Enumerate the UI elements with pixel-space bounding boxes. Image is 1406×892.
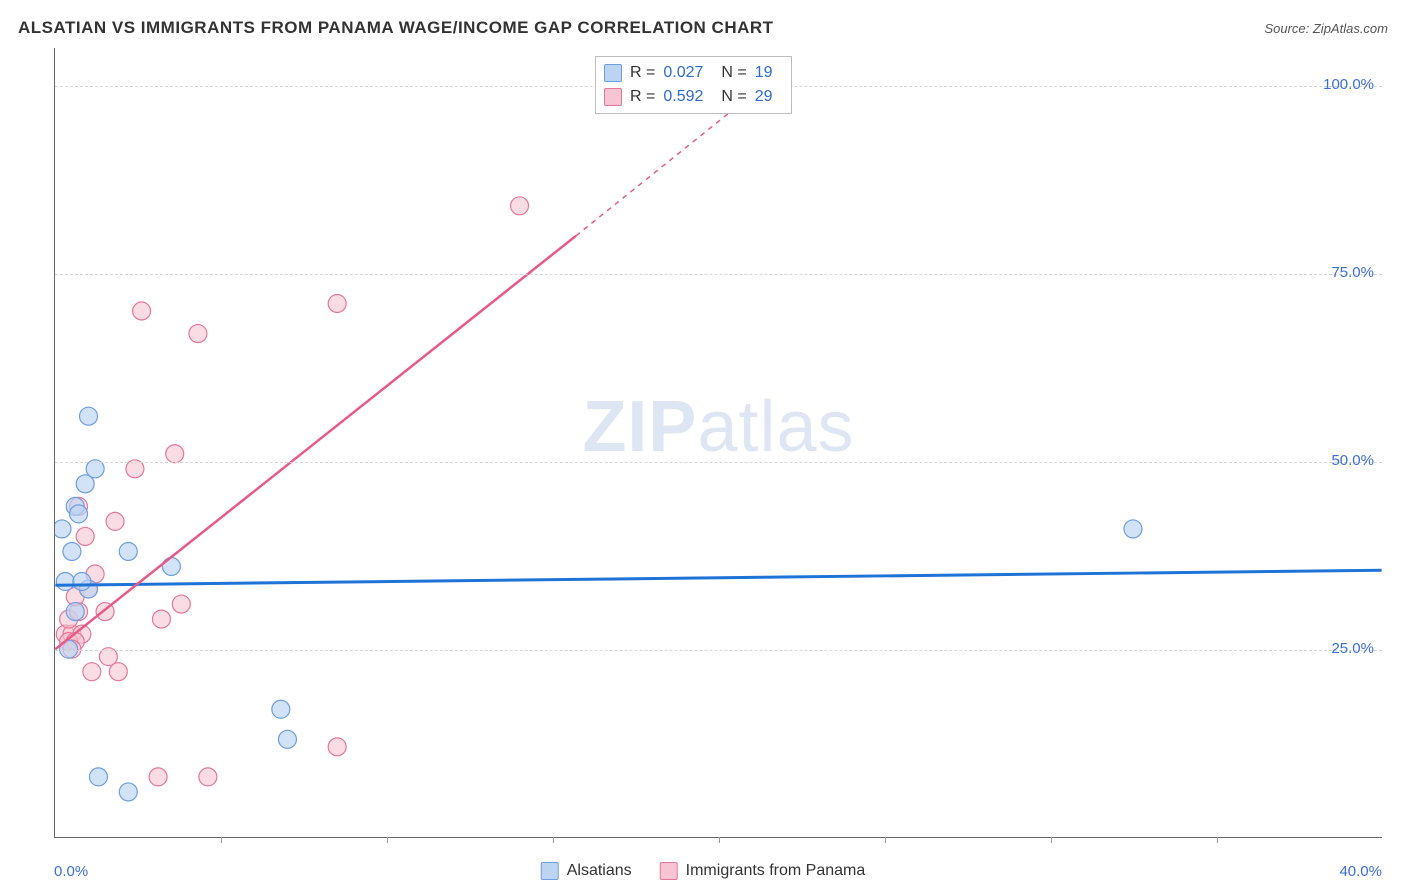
x-tick-mark	[553, 837, 554, 843]
x-tick-label: 0.0%	[54, 863, 88, 880]
y-tick-label: 25.0%	[1331, 640, 1374, 657]
x-tick-mark	[1051, 837, 1052, 843]
y-tick-label: 75.0%	[1331, 264, 1374, 281]
stats-box: R = 0.027 N = 19 R = 0.592 N = 29	[595, 56, 792, 114]
source-prefix: Source:	[1264, 21, 1312, 36]
swatch-alsatians	[604, 64, 622, 82]
scatter-point	[172, 595, 190, 613]
stats-row-panama: R = 0.592 N = 29	[604, 85, 783, 109]
scatter-point	[189, 325, 207, 343]
y-tick-label: 100.0%	[1323, 76, 1374, 93]
gridline	[55, 462, 1382, 463]
scatter-point	[109, 663, 127, 681]
scatter-svg	[55, 48, 1382, 837]
scatter-point	[83, 663, 101, 681]
scatter-point	[119, 542, 137, 560]
x-tick-mark	[719, 837, 720, 843]
legend-swatch	[660, 862, 678, 880]
scatter-point	[166, 445, 184, 463]
legend-label: Immigrants from Panama	[686, 862, 866, 880]
scatter-point	[133, 302, 151, 320]
legend-swatch	[541, 862, 559, 880]
scatter-point	[63, 542, 81, 560]
scatter-point	[55, 520, 71, 538]
stat-n-label: N =	[721, 61, 746, 85]
legend-item-alsatians: Alsatians	[541, 862, 632, 880]
stat-r-value: 0.027	[663, 61, 713, 85]
chart-source: Source: ZipAtlas.com	[1264, 21, 1388, 36]
scatter-point	[56, 573, 74, 591]
scatter-point	[511, 197, 529, 215]
chart-title: ALSATIAN VS IMMIGRANTS FROM PANAMA WAGE/…	[18, 18, 774, 38]
stat-r-label: R =	[630, 85, 655, 109]
x-tick-label: 40.0%	[1339, 863, 1382, 880]
scatter-point	[152, 610, 170, 628]
stat-r-label: R =	[630, 61, 655, 85]
legend-label: Alsatians	[567, 862, 632, 880]
scatter-point	[278, 730, 296, 748]
scatter-point	[73, 573, 91, 591]
scatter-point	[119, 783, 137, 801]
scatter-point	[80, 407, 98, 425]
scatter-point	[89, 768, 107, 786]
scatter-point	[66, 603, 84, 621]
source-name: ZipAtlas.com	[1313, 21, 1388, 36]
chart-plot-area: ZIPatlas 25.0%50.0%75.0%100.0%R =0.027N …	[54, 48, 1382, 838]
legend-item-panama: Immigrants from Panama	[660, 862, 866, 880]
scatter-point	[106, 512, 124, 530]
scatter-point	[162, 557, 180, 575]
stats-row-alsatians: R = 0.027 N = 19	[604, 61, 783, 85]
scatter-point	[328, 294, 346, 312]
x-tick-mark	[1217, 837, 1218, 843]
x-tick-mark	[221, 837, 222, 843]
x-tick-mark	[387, 837, 388, 843]
y-tick-label: 50.0%	[1331, 452, 1374, 469]
x-tick-mark	[885, 837, 886, 843]
scatter-point	[70, 505, 88, 523]
gridline	[55, 650, 1382, 651]
scatter-point	[328, 738, 346, 756]
trend-line	[55, 236, 576, 649]
scatter-point	[272, 700, 290, 718]
legend: Alsatians Immigrants from Panama	[541, 862, 866, 880]
chart-header: ALSATIAN VS IMMIGRANTS FROM PANAMA WAGE/…	[18, 18, 1388, 38]
trend-line	[55, 570, 1381, 585]
scatter-point	[149, 768, 167, 786]
gridline	[55, 274, 1382, 275]
swatch-panama	[604, 88, 622, 106]
scatter-point	[199, 768, 217, 786]
scatter-point	[1124, 520, 1142, 538]
stat-r-value: 0.592	[663, 85, 713, 109]
scatter-point	[76, 527, 94, 545]
stat-n-label: N =	[721, 85, 746, 109]
stat-n-value: 19	[755, 61, 783, 85]
stat-n-value: 29	[755, 85, 783, 109]
trend-line	[576, 108, 735, 236]
